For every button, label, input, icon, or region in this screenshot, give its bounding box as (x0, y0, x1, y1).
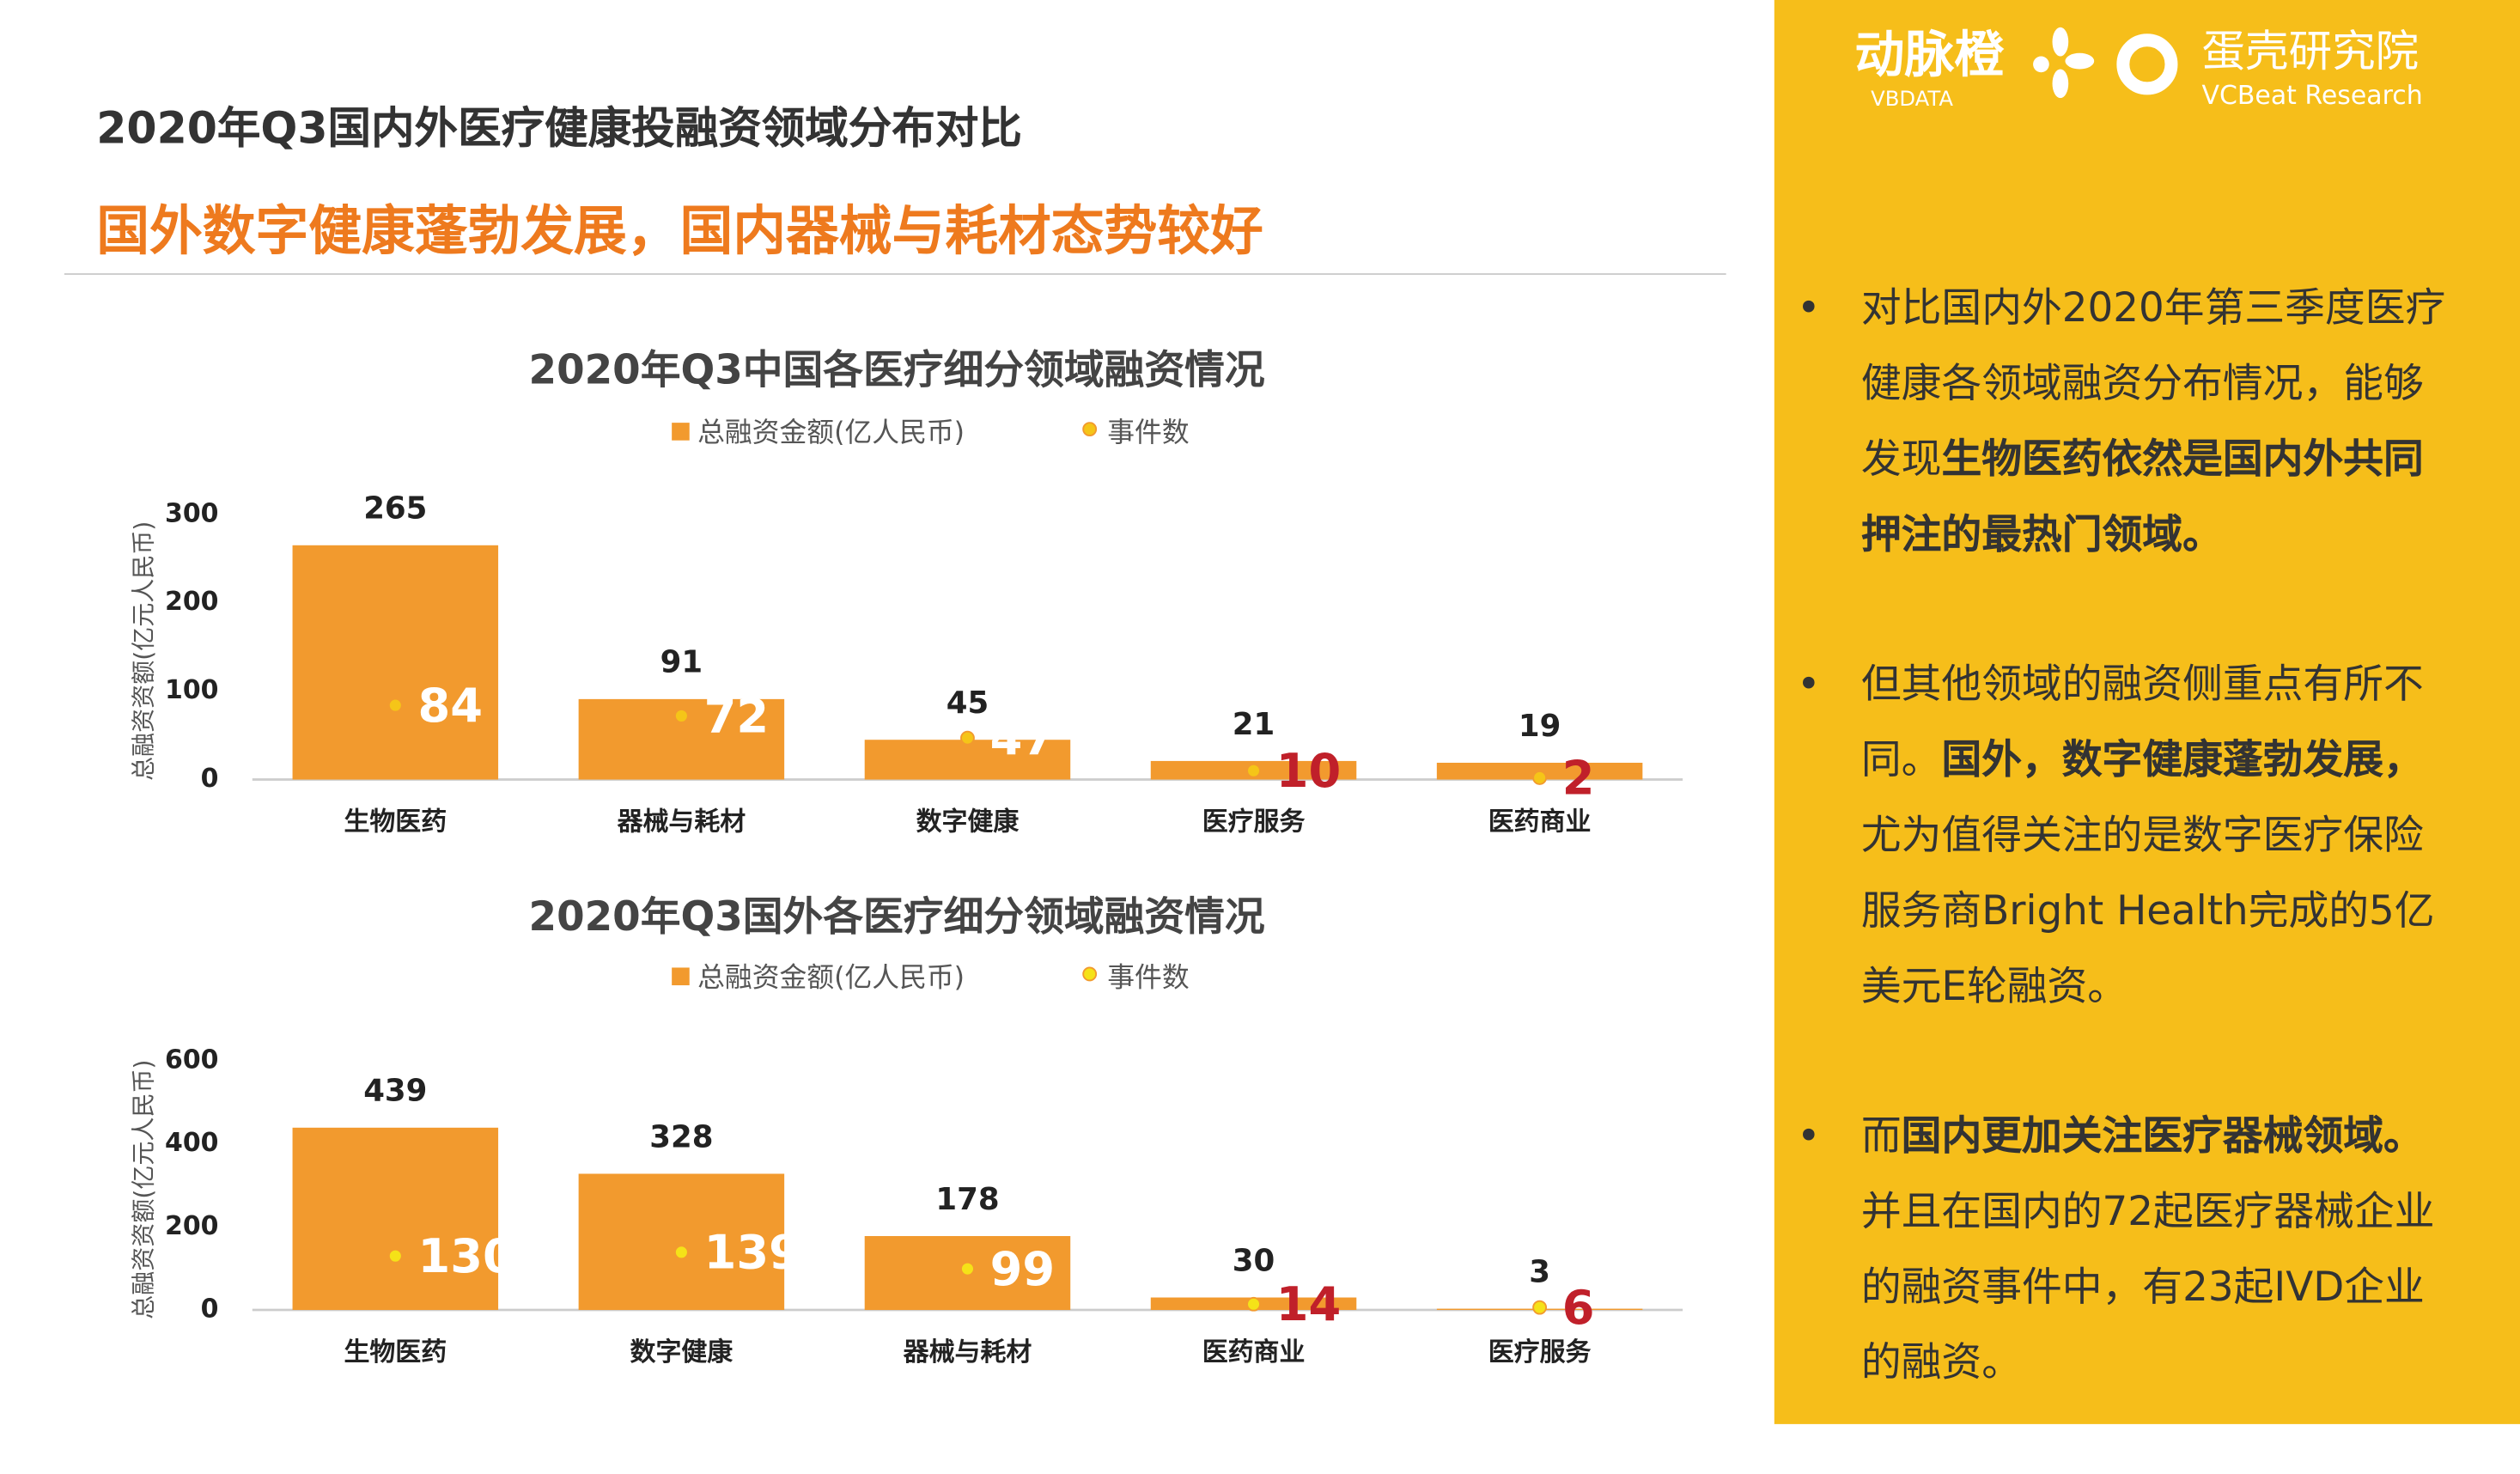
bar-value-label: 45 (947, 685, 989, 721)
text: 对比国内外2020年第三季度医疗健康各领域融资分布情况，能够发现 (1860, 284, 2446, 483)
event-label: 14 (1276, 1277, 1342, 1331)
text: 而 (1860, 1112, 1902, 1160)
legend-label: 事件数 (1107, 416, 1189, 448)
legend-swatch (672, 967, 690, 986)
logo-brand-en: VBDATA (1871, 86, 1953, 111)
page: 2020年Q3国内外医疗健康投融资领域分布对比 国外数字健康蓬勃发展，国内器械与… (0, 0, 2520, 1424)
bar (292, 1127, 499, 1311)
event-dot (1246, 1296, 1261, 1312)
text: 尤为值得关注的是数字医疗保险服务商Bright Health完成的5亿美元E轮融… (1860, 811, 2435, 1010)
bar-value-label: 439 (363, 1074, 427, 1109)
x-tick-label: 数字健康 (630, 1337, 733, 1367)
bar-value-label: 178 (935, 1182, 999, 1217)
legend-label: 事件数 (1107, 961, 1189, 994)
x-tick-label: 生物医药 (344, 1337, 447, 1367)
legend-swatch (1082, 422, 1098, 437)
event-dot (387, 697, 403, 713)
bar-value-label: 91 (660, 645, 703, 680)
x-tick-label: 医药商业 (1488, 807, 1592, 838)
legend-label: 总融资金额(亿人民币) (697, 416, 965, 448)
bold-text: 国外，数字健康蓬勃发展， (1941, 736, 2424, 783)
bar-value-label: 265 (363, 491, 427, 527)
bullet-list: 对比国内外2020年第三季度医疗健康各领域融资分布情况，能够发现生物医药依然是国… (1797, 270, 2459, 1474)
y-tick-label: 600 (165, 1045, 218, 1075)
y-tick-label: 100 (165, 675, 218, 705)
logo-brand: 动脉橙 (1854, 25, 2005, 83)
event-label: 130 (418, 1229, 515, 1283)
chart-title: 2020年Q3中国各医疗细分领域融资情况 (529, 348, 1265, 394)
event-dot (1532, 770, 1548, 785)
logo: 动脉橙 VBDATA 蛋壳研究院 VCBeat Research (1854, 25, 2423, 111)
event-label: 72 (704, 689, 770, 743)
bar (864, 740, 1071, 780)
y-axis-title: 总融资资额(亿元人民币) (129, 521, 157, 781)
bullet: 而国内更加关注医疗器械领域。并且在国内的72起医疗器械企业的融资事件中，有23起… (1797, 1098, 2459, 1400)
bar-value-label: 328 (649, 1119, 713, 1154)
legend-swatch (672, 423, 690, 441)
y-tick-label: 200 (165, 1211, 218, 1241)
y-tick-label: 0 (201, 764, 219, 794)
bar (578, 1173, 785, 1311)
event-dot (673, 709, 689, 723)
bar-value-label: 19 (1519, 709, 1561, 744)
x-tick-label: 器械与耗材 (617, 807, 746, 838)
legend-swatch (1082, 966, 1098, 982)
event-label: 99 (990, 1242, 1056, 1296)
x-tick-label: 数字健康 (916, 807, 1020, 838)
event-dot (960, 730, 975, 746)
logo-icon (2033, 27, 2095, 99)
y-tick-label: 0 (201, 1294, 219, 1325)
event-dot (960, 1261, 975, 1276)
chart-title: 2020年Q3国外各医疗细分领域融资情况 (529, 894, 1265, 941)
bar (292, 545, 499, 780)
divider (64, 273, 1726, 275)
bold-text: 国内更加关注医疗器械领域。 (1901, 1112, 2424, 1160)
event-label: 47 (990, 711, 1056, 765)
slide: 2020年Q3国内外医疗健康投融资领域分布对比 国外数字健康蓬勃发展，国内器械与… (0, 0, 2520, 1424)
y-tick-label: 200 (165, 587, 218, 617)
logo-institute: 蛋壳研究院 (2202, 26, 2420, 76)
bar-value-label: 3 (1529, 1254, 1550, 1289)
event-label: 6 (1562, 1281, 1595, 1335)
event-label: 84 (418, 679, 483, 733)
event-dot (673, 1245, 689, 1260)
logo-ring (2116, 34, 2178, 95)
logo-institute-en: VCBeat Research (2202, 81, 2423, 111)
bar-value-label: 21 (1233, 707, 1275, 742)
text: 但其他领域的融资侧重点有所不同。 (1860, 661, 2424, 783)
event-label: 2 (1562, 751, 1595, 805)
bar-value-label: 30 (1233, 1243, 1275, 1278)
bullet: 但其他领域的融资侧重点有所不同。国外，数字健康蓬勃发展， 尤为值得关注的是数字医疗… (1797, 646, 2459, 1024)
y-tick-label: 400 (165, 1128, 218, 1158)
x-tick-label: 医疗服务 (1202, 807, 1306, 838)
event-dot (1246, 763, 1261, 778)
event-dot (387, 1248, 403, 1264)
x-tick-label: 器械与耗材 (903, 1337, 1032, 1367)
bullet: 对比国内外2020年第三季度医疗健康各领域融资分布情况，能够发现生物医药依然是国… (1797, 270, 2459, 572)
slide-title: 2020年Q3国内外医疗健康投融资领域分布对比 (96, 104, 1022, 155)
x-tick-label: 医药商业 (1202, 1337, 1306, 1367)
x-tick-label: 生物医药 (344, 807, 447, 838)
text: 并且在国内的72起医疗器械企业的融资事件中，有23起IVD企业的融资。 (1860, 1187, 2435, 1386)
slide-subtitle: 国外数字健康蓬勃发展，国内器械与耗材态势较好 (96, 199, 1263, 263)
event-label: 10 (1276, 744, 1342, 798)
event-dot (1532, 1300, 1548, 1315)
x-tick-label: 医疗服务 (1488, 1337, 1592, 1367)
y-axis-title: 总融资资额(亿元人民币) (129, 1060, 157, 1319)
event-label: 139 (704, 1226, 801, 1280)
legend-label: 总融资金额(亿人民币) (697, 961, 965, 994)
y-tick-label: 300 (165, 498, 218, 528)
bold-text: 生物医药依然是国内外共同押注的最热门领域。 (1860, 436, 2424, 558)
